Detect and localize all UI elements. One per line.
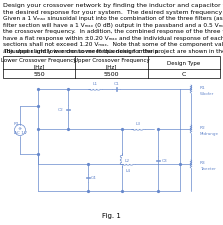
- Text: The upper and lower crossover frequencies for the project are shown in the table: The upper and lower crossover frequencie…: [3, 49, 223, 54]
- Text: L3: L3: [135, 122, 140, 126]
- Text: C: C: [182, 72, 186, 77]
- Text: R2: R2: [200, 126, 206, 129]
- Text: 5500: 5500: [104, 72, 119, 77]
- Text: L2: L2: [125, 158, 130, 162]
- Text: L4: L4: [125, 168, 130, 172]
- Text: C4: C4: [91, 176, 97, 180]
- Text: Design your crossover network by finding the inductor and capacitor values that : Design your crossover network by finding…: [3, 3, 223, 15]
- Text: R1: R1: [200, 86, 206, 90]
- Text: C2: C2: [58, 108, 64, 112]
- Bar: [3, 57, 220, 79]
- Text: Upper Crossover Frequency
[Hz]: Upper Crossover Frequency [Hz]: [74, 58, 149, 69]
- Text: AC 1V: AC 1V: [14, 130, 27, 134]
- Text: Given a 1 Vₘₐₓ sinusoidal input into the combination of the three filters (as se: Given a 1 Vₘₐₓ sinusoidal input into the…: [3, 16, 223, 54]
- Text: R1: R1: [14, 122, 20, 126]
- Text: Woofer: Woofer: [200, 92, 214, 96]
- Text: Lower Crossover Frequency
[Hz]: Lower Crossover Frequency [Hz]: [1, 58, 77, 69]
- Text: C3: C3: [162, 158, 168, 162]
- Text: L1: L1: [93, 82, 98, 86]
- Text: Tweeter: Tweeter: [200, 166, 216, 170]
- Text: 550: 550: [33, 72, 45, 77]
- Text: R3: R3: [200, 160, 206, 164]
- Text: Midrange: Midrange: [200, 131, 219, 135]
- Text: Design Type: Design Type: [167, 61, 200, 66]
- Text: Fig. 1: Fig. 1: [101, 212, 120, 218]
- Text: C1: C1: [114, 82, 120, 86]
